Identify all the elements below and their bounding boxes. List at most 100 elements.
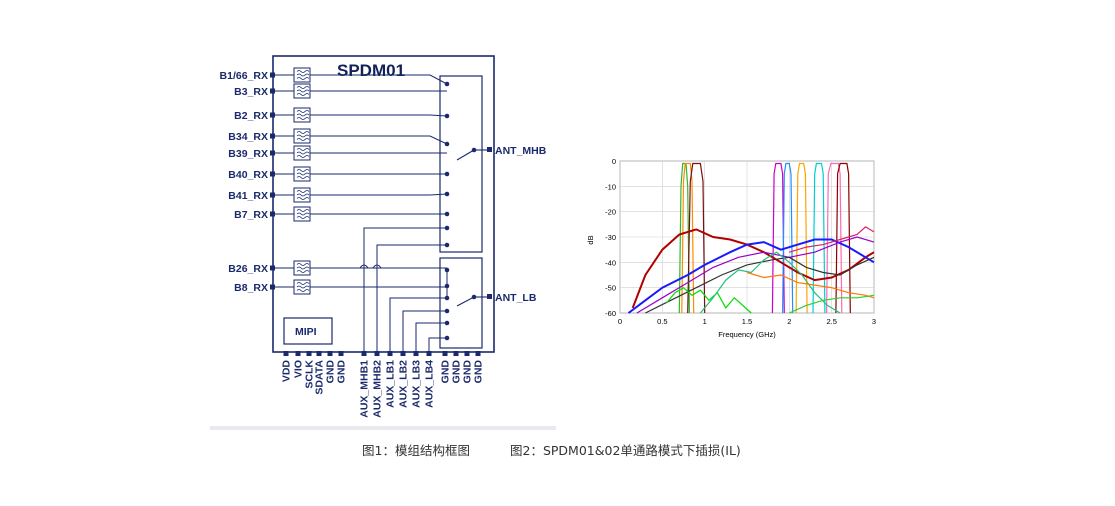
pin-pad: [270, 171, 275, 177]
left-pin-label: B8_RX: [234, 282, 268, 294]
mipi-label: MIPI: [295, 326, 317, 338]
bottom-pin-label: AUX_LB1: [385, 360, 397, 408]
pin-pad: [442, 351, 448, 356]
series-line: [826, 162, 843, 314]
bottom-pin-label: VIO: [293, 360, 305, 378]
series-line: [795, 162, 808, 314]
y-tick-label: -40: [605, 258, 616, 267]
series-line: [812, 162, 826, 314]
filter-icon: [293, 67, 311, 83]
y-tick-label: 0: [612, 157, 616, 166]
x-axis-label: Frequency (GHz): [718, 330, 776, 339]
pin-pad: [270, 265, 275, 271]
x-tick-label: 0.5: [657, 317, 667, 326]
pin-pad: [374, 351, 380, 356]
caption-fig2: 图2：SPDM01&02单通路模式下插损(IL): [510, 443, 741, 458]
pin-pad: [270, 88, 275, 94]
pin-pad: [306, 351, 312, 356]
pin-pad: [270, 284, 275, 290]
left-pin-label: B41_RX: [228, 190, 268, 202]
series-line: [699, 251, 841, 314]
filter-icon: [293, 260, 311, 276]
pin-pad: [295, 351, 301, 356]
divider-bar: [210, 426, 556, 430]
left-pin-label: B40_RX: [228, 169, 268, 181]
y-tick-label: -20: [605, 208, 616, 217]
y-tick-label: -10: [605, 182, 616, 191]
pin-pad: [270, 72, 275, 78]
mipi-block: [283, 317, 333, 345]
pin-pad: [475, 351, 481, 356]
module-title: SPDM01: [337, 61, 405, 80]
ant-lb-label: ANT_LB: [495, 292, 537, 304]
ant-mhb-label: ANT_MHB: [495, 145, 547, 157]
bottom-pin-label: AUX_LB2: [398, 360, 410, 408]
left-pin-label: B1/66_RX: [220, 70, 268, 82]
left-pin-group: B1/66_RX B3_RX B2_RX B34_RX B39_RX B40_RX B41_…: [220, 67, 448, 298]
pin-pad: [413, 351, 419, 356]
bottom-pin-label: AUX_MHB2: [372, 360, 384, 418]
y-tick-label: -50: [605, 284, 616, 293]
caption-fig1: 图1：模组结构框图: [362, 443, 470, 458]
pin-pad: [316, 351, 322, 356]
pin-pad: [270, 133, 275, 139]
bottom-pin-label: GND: [473, 360, 485, 384]
bottom-pin-label: GND: [336, 360, 348, 384]
left-pin-label: B34_RX: [228, 131, 268, 143]
series-line: [687, 162, 706, 314]
chart-ticks: 0 0.5 1 1.5 2 2.5 3 0 -10 -20 -30 -40 -50 -60: [605, 157, 876, 326]
series-line: [789, 294, 875, 314]
left-pin-label: B2_RX: [234, 110, 268, 122]
y-tick-label: -30: [605, 233, 616, 242]
series-line: [771, 162, 785, 314]
x-tick-label: 1: [703, 317, 707, 326]
insertion-loss-chart: 0 0.5 1 1.5 2 2.5 3 0 -10 -20 -30 -40 -50 -60 Frequen…: [586, 157, 876, 339]
left-pin-label: B7_RX: [234, 209, 268, 221]
series-line: [678, 162, 690, 314]
series-line: [835, 162, 851, 314]
bottom-pin-label: SCLK: [304, 360, 316, 389]
series-line: [627, 238, 875, 314]
bottom-pin-label: AUX_MHB1: [359, 360, 371, 418]
pin-pad: [270, 192, 275, 198]
pin-pad: [338, 351, 344, 356]
pin-pad: [453, 351, 459, 356]
x-tick-label: 2: [787, 317, 791, 326]
x-tick-label: 2.5: [826, 317, 836, 326]
filter-icon: [293, 206, 311, 222]
series-line: [782, 162, 794, 314]
filter-icon: [293, 107, 311, 123]
pin-pad: [426, 351, 432, 356]
lb-switch-box: [439, 257, 483, 349]
pin-pad: [464, 351, 470, 356]
left-pin-label: B26_RX: [228, 263, 268, 275]
bottom-pin-label: GND: [451, 360, 463, 384]
series-line: [746, 271, 875, 299]
left-pin-label: B39_RX: [228, 148, 268, 160]
pin-pad: [400, 351, 406, 356]
bottom-pin-label: GND: [325, 360, 337, 384]
pin-pad: [270, 211, 275, 217]
series-line: [789, 226, 875, 253]
filter-icon: [293, 187, 311, 203]
chart-series: [627, 162, 875, 314]
filter-icon: [293, 279, 311, 295]
mhb-switch-box: [439, 75, 483, 253]
pin-pad: [270, 112, 275, 118]
bottom-pin-label: GND: [462, 360, 474, 384]
left-pin-label: B3_RX: [234, 86, 268, 98]
pin-pad: [387, 351, 393, 356]
filter-icon: [293, 83, 311, 99]
x-tick-label: 1.5: [742, 317, 752, 326]
block-diagram: SPDM01 ANT_MHB ANT_LB B1/66_RX B3_RX B2_RX…: [220, 55, 547, 418]
pin-pad: [361, 351, 367, 356]
y-tick-label: -60: [605, 309, 616, 318]
x-tick-label: 0: [618, 317, 622, 326]
filter-icon: [293, 128, 311, 144]
series-line: [666, 286, 752, 314]
filter-icon: [293, 145, 311, 161]
bottom-pin-label: AUX_LB3: [411, 360, 423, 408]
bottom-pin-label: GND: [440, 360, 452, 384]
